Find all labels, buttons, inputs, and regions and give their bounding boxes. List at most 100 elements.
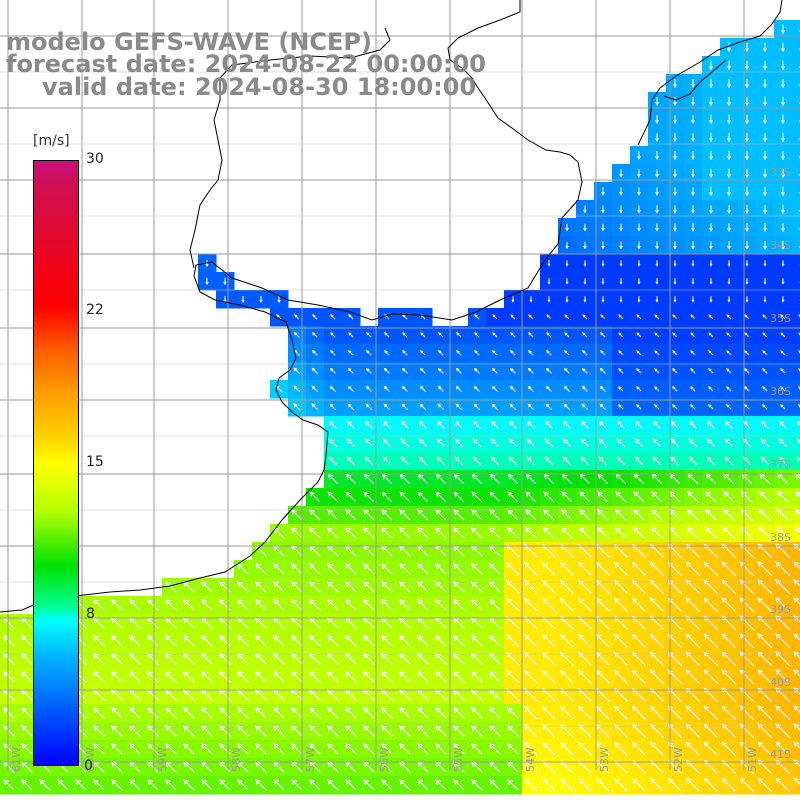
wind-arrow (492, 350, 498, 356)
wind-arrow (546, 350, 552, 356)
wind-arrow (473, 367, 480, 374)
wind-arrow (417, 563, 429, 575)
wind-arrow (453, 563, 465, 575)
wind-arrow (780, 186, 786, 197)
wind-arrow (577, 597, 592, 612)
longitude-label: 52W (672, 747, 685, 772)
wind-arrow (452, 652, 465, 665)
wind-arrow (631, 633, 646, 648)
wind-arrow (727, 205, 731, 215)
wind-arrow (237, 743, 249, 755)
wind-arrow (691, 97, 695, 107)
wind-arrow (726, 404, 732, 410)
wind-arrow (706, 420, 715, 429)
wind-arrow (20, 652, 33, 665)
wind-arrow (454, 456, 464, 466)
wind-arrow (655, 296, 659, 303)
wind-arrow (708, 314, 714, 320)
wind-arrow (709, 278, 713, 285)
wind-arrow (326, 706, 339, 719)
wind-arrow (473, 403, 481, 411)
wind-arrow (526, 420, 535, 429)
wind-arrow (344, 670, 357, 683)
wind-arrow (613, 561, 628, 576)
wind-arrow (329, 403, 337, 411)
wind-arrow (562, 438, 572, 448)
wind-arrow (709, 223, 713, 232)
wind-arrow (200, 706, 213, 719)
latitude-label: 39S (770, 603, 791, 616)
wind-arrow (739, 597, 755, 613)
wind-arrow (2, 634, 15, 647)
wind-arrow (780, 114, 786, 125)
wind-arrow (654, 350, 660, 356)
wind-arrow (488, 670, 501, 683)
wind-arrow (362, 706, 375, 719)
wind-arrow (744, 350, 750, 356)
wind-arrow (793, 705, 800, 713)
wind-arrow (542, 526, 555, 539)
wind-arrow (763, 296, 767, 303)
wind-arrow (528, 314, 534, 320)
wind-arrow (470, 652, 483, 665)
wind-arrow (291, 563, 303, 575)
wind-arrow (708, 60, 714, 71)
wind-arrow (776, 508, 789, 521)
wind-cell (792, 344, 800, 363)
forecast-date: forecast date: 2024-08-22 00:00:00 (6, 50, 486, 78)
latitude-label: 37S (770, 458, 791, 471)
wind-arrow (218, 598, 231, 611)
wind-arrow (470, 634, 483, 647)
wind-arrow (438, 350, 444, 356)
wind-arrow (724, 456, 734, 466)
wind-arrow (654, 386, 660, 392)
wind-arrow (453, 779, 465, 791)
wind-arrow (380, 634, 393, 647)
wind-arrow (363, 779, 375, 791)
wind-arrow (542, 670, 556, 684)
wind-arrow (452, 598, 465, 611)
wind-arrow (631, 579, 646, 594)
wind-arrow (649, 543, 664, 558)
wind-arrow (75, 779, 87, 791)
wind-arrow (708, 114, 714, 125)
wind-arrow (745, 296, 749, 303)
wind-arrow (491, 385, 498, 392)
wind-arrow (560, 526, 573, 539)
wind-arrow (110, 634, 123, 647)
wind-arrow (129, 779, 141, 791)
wind-arrow (201, 779, 213, 791)
wind-arrow (708, 96, 714, 107)
wind-arrow (309, 491, 321, 503)
longitude-label: 61W (10, 747, 23, 772)
wind-arrow (690, 332, 696, 338)
wind-arrow (434, 670, 447, 683)
wind-arrow (559, 561, 574, 576)
wind-arrow (381, 743, 393, 755)
wind-arrow (436, 420, 445, 429)
wind-arrow (581, 403, 589, 411)
wind-arrow (649, 705, 664, 720)
wind-arrow (236, 670, 249, 683)
wind-arrow (398, 652, 411, 665)
wind-arrow (510, 314, 516, 320)
wind-arrow (667, 543, 682, 558)
wind-arrow (760, 420, 769, 429)
wind-arrow (254, 706, 267, 719)
wind-arrow (272, 634, 285, 647)
wind-arrow (419, 385, 426, 392)
wind-arrow (649, 687, 664, 702)
wind-arrow (691, 151, 695, 161)
wind-arrow (762, 368, 768, 374)
wind-arrow (146, 598, 159, 611)
wind-arrow (781, 278, 785, 285)
wind-cell (792, 758, 800, 777)
wind-cell (792, 110, 800, 129)
wind-arrow (727, 241, 731, 250)
wind-arrow (293, 367, 301, 375)
wind-arrow (670, 438, 680, 448)
wind-arrow (780, 150, 786, 161)
wind-arrow (600, 332, 606, 338)
wind-arrow (673, 223, 677, 232)
